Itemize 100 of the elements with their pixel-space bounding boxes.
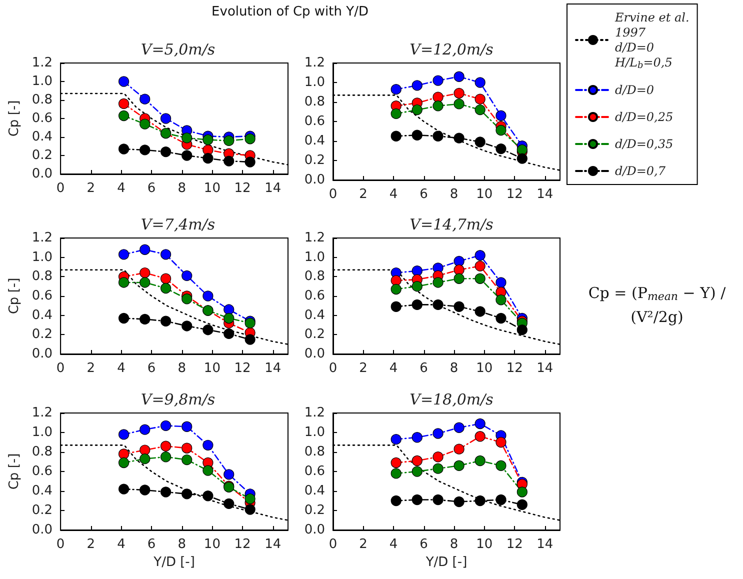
- point: [160, 440, 172, 452]
- point: [202, 134, 214, 146]
- point: [160, 113, 172, 124]
- point: [244, 504, 256, 515]
- x-tick-label: 8: [178, 181, 186, 196]
- point: [474, 94, 486, 104]
- point: [454, 132, 464, 144]
- y-tick-label: 1.2: [304, 230, 325, 246]
- x-tick-label: 8: [178, 361, 186, 376]
- y-tick-label: 0.4: [304, 134, 325, 148]
- point: [432, 299, 444, 310]
- point: [140, 314, 150, 324]
- point: [412, 432, 422, 443]
- x-axis-title: Y/D [-]: [424, 555, 468, 570]
- point: [140, 444, 150, 456]
- point: [182, 488, 192, 500]
- y-axis-title: Cp [-]: [7, 100, 22, 137]
- point: [454, 273, 464, 284]
- y-tick-label: 0.0: [304, 346, 325, 362]
- point: [496, 312, 506, 324]
- point: [412, 494, 422, 506]
- point: [118, 98, 130, 109]
- point: [432, 92, 444, 102]
- point: [432, 428, 444, 439]
- y-tick-label: 0.4: [32, 130, 53, 144]
- point: [118, 448, 130, 460]
- y-tick-label: 0.8: [32, 444, 53, 460]
- point: [140, 244, 150, 255]
- point: [224, 304, 234, 315]
- point: [454, 98, 464, 110]
- point: [390, 108, 402, 119]
- point: [432, 277, 444, 288]
- point: [118, 484, 130, 494]
- point: [412, 80, 422, 91]
- point: [390, 84, 402, 95]
- x-tick-label: 2: [359, 187, 368, 202]
- point: [454, 301, 464, 312]
- point: [118, 144, 130, 154]
- x-tick-label: 12: [234, 181, 251, 196]
- x-tick-label: 2: [359, 361, 368, 376]
- x-tick-label: 10: [204, 361, 220, 376]
- point: [224, 469, 234, 480]
- point: [160, 273, 172, 284]
- chart-title: V=9,8m/s: [140, 390, 216, 408]
- x-tick-label: 4: [117, 181, 126, 196]
- chart-title: V=12,0m/s: [410, 40, 494, 58]
- x-tick-label: 8: [178, 537, 186, 552]
- x-tick-label: 12: [234, 361, 251, 376]
- y-tick-label: 0.4: [304, 484, 325, 498]
- point: [390, 495, 402, 506]
- point: [496, 124, 506, 136]
- y-tick-label: 0.8: [304, 269, 325, 284]
- point: [202, 152, 214, 164]
- y-tick-label: 1.0: [304, 250, 325, 265]
- point: [474, 104, 486, 116]
- x-tick-label: 10: [476, 537, 493, 552]
- point: [474, 495, 486, 506]
- y-tick-label: 0.6: [304, 114, 325, 129]
- point: [412, 466, 422, 477]
- y-tick-label: 0.8: [304, 94, 325, 110]
- point: [432, 100, 444, 112]
- x-tick-label: 6: [147, 361, 156, 376]
- y-tick-label: 0.6: [304, 288, 325, 304]
- point: [182, 421, 192, 432]
- point: [412, 281, 422, 292]
- point: [160, 282, 172, 294]
- point: [140, 484, 150, 496]
- point: [474, 306, 486, 317]
- point: [160, 452, 172, 462]
- point: [454, 264, 464, 276]
- point: [474, 418, 486, 430]
- y-tick-label: 1.2: [304, 56, 325, 70]
- point: [412, 104, 422, 116]
- point: [474, 136, 486, 148]
- point: [182, 150, 192, 161]
- x-tick-label: 6: [420, 537, 428, 552]
- point: [432, 75, 444, 86]
- point: [454, 496, 464, 508]
- y-tick-label: 1.0: [32, 74, 53, 89]
- y-tick-label: 0.0: [304, 172, 325, 188]
- x-tick-label: 10: [204, 181, 220, 196]
- point: [202, 465, 214, 476]
- point: [516, 153, 528, 164]
- point: [244, 134, 256, 144]
- point: [454, 71, 464, 82]
- x-tick-label: 6: [147, 537, 156, 552]
- y-tick-label: 0.6: [304, 464, 325, 479]
- y-tick-label: 0.6: [32, 464, 53, 479]
- y-tick-label: 0.6: [32, 288, 53, 304]
- y-tick-label: 1.2: [304, 406, 325, 420]
- x-tick-label: 14: [264, 537, 282, 552]
- point: [224, 312, 234, 324]
- x-axis-title: Y/D [-]: [152, 555, 195, 570]
- x-tick-label: 10: [476, 187, 493, 202]
- point: [474, 455, 486, 466]
- y-axis-title: Cp [-]: [7, 278, 22, 314]
- x-tick-label: 2: [86, 361, 96, 376]
- point: [118, 429, 130, 440]
- legend-label: d/D=0,25: [615, 110, 674, 124]
- y-tick-label: 0.0: [32, 166, 53, 182]
